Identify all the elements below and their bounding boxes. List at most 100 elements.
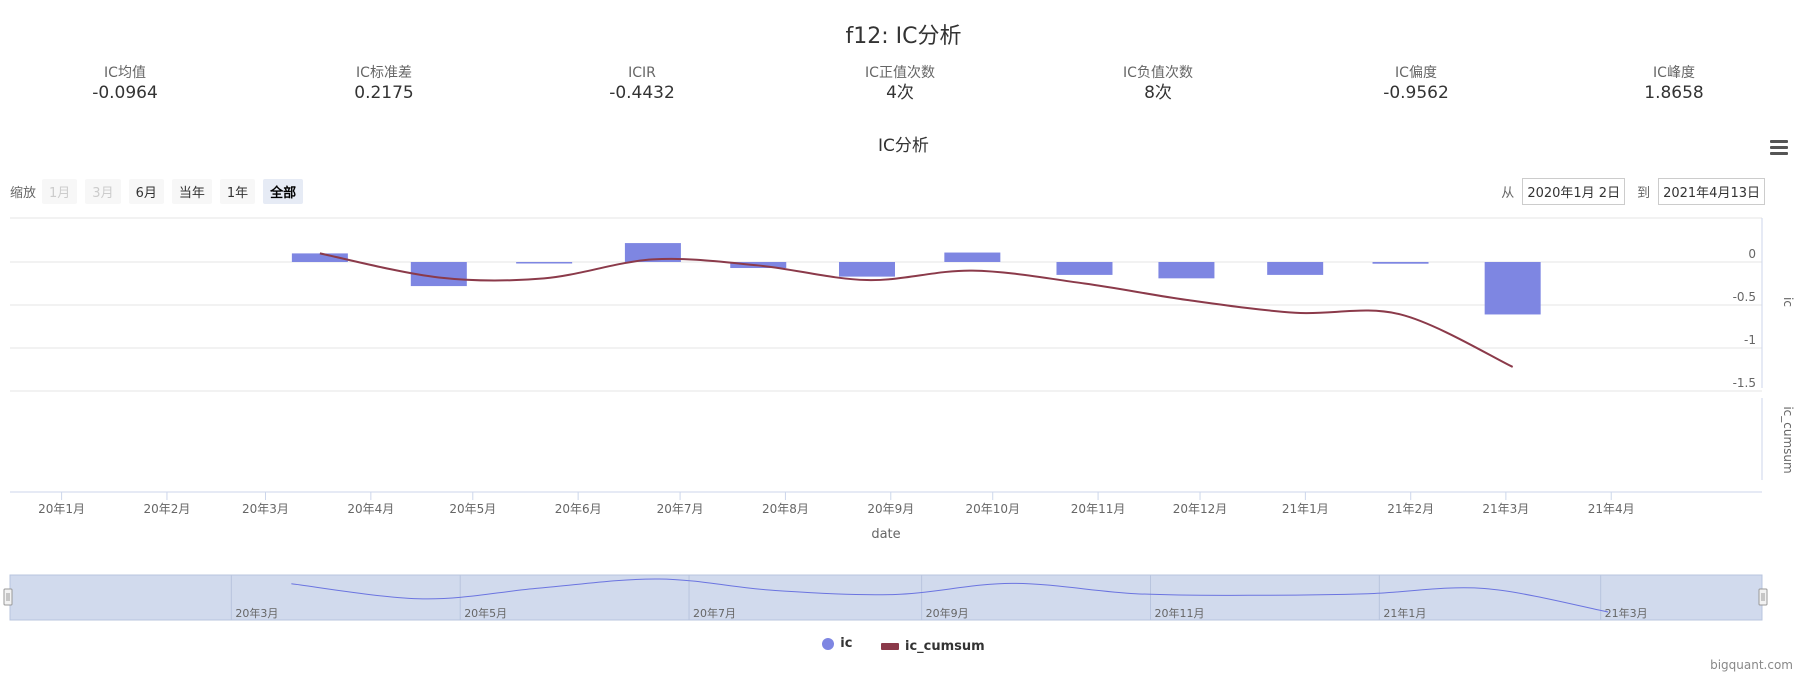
x-tick-label: 20年4月 (347, 502, 394, 516)
legend-marker-circle (822, 637, 835, 650)
menu-bar (1770, 152, 1788, 155)
x-tick-label: 20年10月 (965, 502, 1020, 516)
x-tick-label: 21年1月 (1282, 502, 1329, 516)
x-tick-label: 20年2月 (143, 502, 190, 516)
stat-label: IC均值 (104, 65, 146, 81)
ic-bar (291, 253, 348, 262)
y-tick-label: -1 (1744, 333, 1756, 347)
ic-bar (1056, 262, 1113, 275)
navigator-tick-label: 20年3月 (235, 606, 278, 620)
menu-icon[interactable] (1770, 140, 1788, 156)
page-title: f12: IC分析 (845, 24, 962, 49)
range-to-label: 到 (1637, 185, 1651, 201)
ic-cumsum-line (319, 252, 1514, 368)
ic-bars (291, 243, 1541, 315)
navigator-tick-label: 21年3月 (1605, 606, 1648, 620)
zoom-button-1m[interactable]: 1月 (42, 178, 78, 204)
stat-ic-mean: IC均值 -0.0964 (25, 64, 225, 104)
menu-bar (1770, 146, 1788, 149)
x-tick-label: 20年5月 (449, 502, 496, 516)
navigator[interactable]: 20年3月 20年5月 20年7月 20年9月 20年11月 21年1月 21年3月 (3, 574, 1768, 621)
date-range-selector: 从 2020年1月 2日 到 2021年4月13日 (1489, 177, 1765, 205)
stat-label: IC偏度 (1395, 65, 1437, 81)
navigator-left-handle[interactable] (3, 588, 13, 606)
stat-value: 8次 (1144, 83, 1172, 103)
ic-axis-title: ic (1781, 297, 1795, 307)
zoom-button-ytd[interactable]: 当年 (171, 178, 212, 204)
legend-item-ic-cumsum[interactable]: ic_cumsum (880, 639, 985, 654)
navigator-right-handle[interactable] (1758, 588, 1768, 606)
stat-label: IC负值次数 (1123, 65, 1193, 81)
x-tick-label: 20年6月 (555, 502, 602, 516)
navigator-tick-label: 20年5月 (464, 606, 507, 620)
legend-item-ic[interactable]: ic (822, 636, 852, 651)
stat-label: IC正值次数 (865, 65, 935, 81)
stat-ic-skew: IC偏度 -0.9562 (1316, 64, 1516, 104)
navigator-tick-label: 20年11月 (1154, 606, 1204, 620)
range-to-input[interactable]: 2021年4月13日 (1658, 177, 1765, 205)
ic-bar (1158, 262, 1215, 279)
zoom-button-all[interactable]: 全部 (263, 178, 304, 204)
stat-label: IC标准差 (356, 65, 412, 81)
zoom-button-3m[interactable]: 3月 (85, 178, 121, 204)
stat-label: IC峰度 (1653, 65, 1695, 81)
ic-bar (516, 262, 573, 264)
ic-bar (838, 262, 895, 277)
stat-value: 0.2175 (354, 83, 414, 103)
ic-bar (1372, 262, 1429, 264)
zoom-button-6m[interactable]: 6月 (128, 178, 164, 204)
x-tick-label: 20年11月 (1071, 502, 1126, 516)
ic-cumsum-axis-title: ic_cumsum (1781, 406, 1795, 473)
zoom-selector: 缩放 1月 3月 6月 当年 1年 全部 (10, 178, 311, 204)
stat-ic-negative-count: IC负值次数 8次 (1058, 64, 1258, 104)
stat-ic-positive-count: IC正值次数 4次 (800, 64, 1000, 104)
stat-value: 1.8658 (1644, 83, 1704, 103)
x-tick-label: 20年3月 (242, 502, 289, 516)
navigator-mask (9, 574, 1763, 621)
x-tick-label: 20年12月 (1173, 502, 1228, 516)
x-tick-label: 21年2月 (1387, 502, 1434, 516)
x-tick-label: 20年9月 (867, 502, 914, 516)
chart-title: IC分析 (878, 136, 929, 156)
zoom-label: 缩放 (10, 185, 37, 201)
y-tick-label: -0.5 (1733, 290, 1756, 304)
ic-bar (1267, 262, 1324, 275)
zoom-button-1y[interactable]: 1年 (219, 178, 256, 204)
credits-link[interactable]: bigquant.com (1710, 658, 1793, 672)
stats-row: IC均值 -0.0964 IC标准差 0.2175 ICIR -0.4432 I… (0, 64, 1807, 114)
x-tick-label: 20年1月 (38, 502, 85, 516)
stat-label: ICIR (628, 65, 656, 81)
x-axis-title: date (871, 527, 900, 542)
navigator-series-line (291, 578, 1609, 613)
stat-value: -0.4432 (609, 83, 675, 103)
menu-bar (1770, 140, 1788, 143)
stat-icir: ICIR -0.4432 (542, 64, 742, 104)
navigator-tick-label: 20年9月 (926, 606, 969, 620)
grid-lines (10, 217, 1762, 392)
stat-ic-kurtosis: IC峰度 1.8658 (1574, 64, 1774, 104)
legend-marker-line (880, 642, 899, 650)
navigator-tick-label: 20年7月 (693, 606, 736, 620)
x-tick-label: 20年8月 (762, 502, 809, 516)
ic-axis-ticks: 0 -0.5 -1 -1.5 (1733, 247, 1756, 390)
stat-value: -0.0964 (92, 83, 158, 103)
y-tick-label: 0 (1748, 247, 1756, 261)
legend-label: ic (840, 636, 853, 651)
x-tick-label: 21年4月 (1588, 502, 1635, 516)
x-tick-label: 21年3月 (1482, 502, 1529, 516)
x-axis-ticks: 20年1月 20年2月 20年3月 20年4月 20年5月 20年6月 20年7月 20年8月… (38, 492, 1635, 516)
legend: ic ic_cumsum (0, 636, 1807, 654)
x-tick-label: 20年7月 (657, 502, 704, 516)
ic-bar (1484, 262, 1541, 315)
ic-bar (944, 252, 1001, 262)
range-from-input[interactable]: 2020年1月 2日 (1522, 177, 1626, 205)
range-from-label: 从 (1501, 185, 1515, 201)
navigator-tick-label: 21年1月 (1383, 606, 1426, 620)
navigator-ticks: 20年3月 20年5月 20年7月 20年9月 20年11月 21年1月 21年3月 (230, 575, 1648, 620)
ic-bar (624, 243, 681, 262)
stat-value: 4次 (886, 83, 914, 103)
stat-value: -0.9562 (1383, 83, 1449, 103)
y-tick-label: -1.5 (1733, 376, 1756, 390)
stat-ic-std: IC标准差 0.2175 (284, 64, 484, 104)
